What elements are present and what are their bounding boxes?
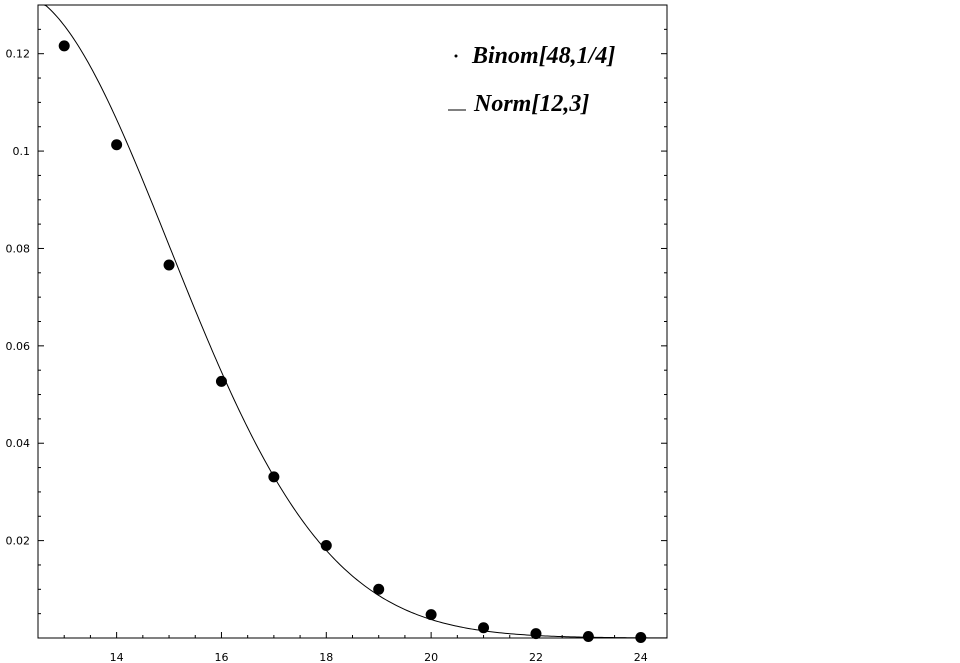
- legend-binom-marker: [454, 54, 458, 58]
- y-tick-label: 0.08: [6, 242, 31, 255]
- binom-data-point: [215, 375, 227, 387]
- legend-norm-label: Norm[12,3]: [473, 91, 589, 117]
- x-tick-label: 14: [110, 651, 124, 663]
- x-tick-label: 22: [529, 651, 543, 663]
- binom-points: [58, 40, 647, 644]
- legend-binom-label: Binom[48,1/4]: [471, 43, 615, 69]
- norm-curve-line: [38, 4, 668, 639]
- binom-data-point: [111, 139, 123, 151]
- y-tick-label: 0.02: [6, 535, 31, 548]
- x-tick-label: 24: [634, 651, 648, 663]
- binom-data-point: [268, 471, 280, 483]
- y-tick-label: 0.04: [6, 437, 31, 450]
- binom-data-point: [530, 628, 542, 640]
- binom-data-point: [58, 40, 70, 52]
- binom-data-point: [478, 622, 490, 634]
- binom-data-point: [635, 632, 647, 644]
- binom-data-point: [320, 539, 332, 551]
- x-tick-label: 16: [214, 651, 228, 663]
- binom-data-point: [425, 609, 437, 621]
- x-tick-label: 20: [424, 651, 438, 663]
- binom-data-point: [373, 583, 385, 595]
- x-tick-label: 18: [319, 651, 333, 663]
- y-tick-label: 0.06: [6, 340, 31, 353]
- y-tick-label: 0.1: [13, 145, 31, 158]
- legend: Binom[48,1/4] Norm[12,3]: [448, 43, 615, 117]
- y-axis: 0.02 0.04 0.06 0.08 0.1 0.12: [6, 28, 667, 615]
- binom-data-point: [163, 259, 175, 271]
- binom-data-point: [582, 631, 594, 643]
- y-tick-label: 0.12: [6, 48, 31, 61]
